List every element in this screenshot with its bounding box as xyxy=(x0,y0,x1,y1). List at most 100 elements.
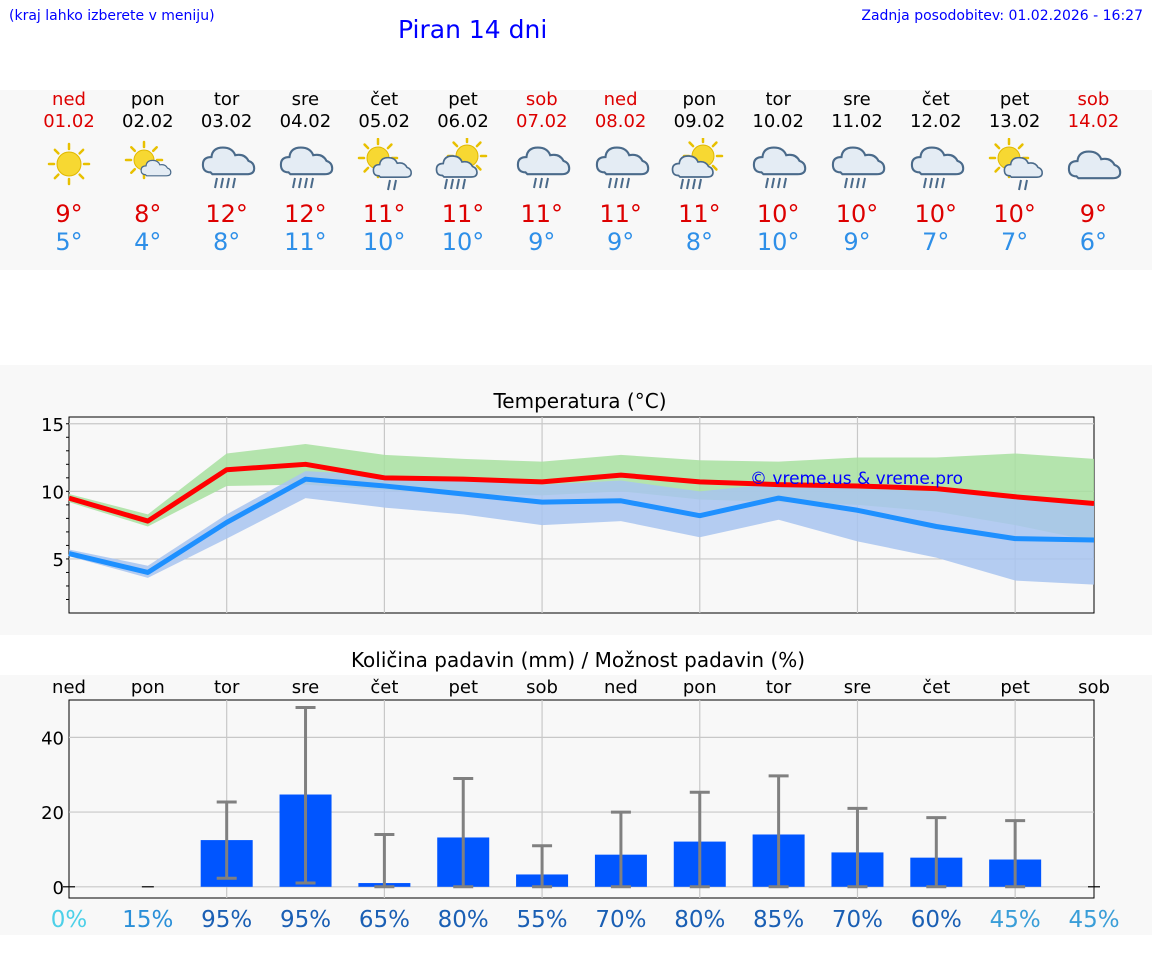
day-name: sob xyxy=(1077,89,1110,110)
min-temp: 7° xyxy=(1000,228,1029,256)
x-category-label: pet xyxy=(1000,677,1030,698)
day-name: ned xyxy=(52,89,86,110)
rain-cloud-icon xyxy=(827,138,887,198)
day-name: pon xyxy=(682,89,717,110)
precip-probability: 0% xyxy=(51,907,88,933)
precipitation-chart: Količina padavin (mm) / Možnost padavin … xyxy=(41,648,1119,933)
last-update: Zadnja posodobitev: 01.02.2026 - 16:27 xyxy=(861,8,1143,24)
chart-title: Količina padavin (mm) / Možnost padavin … xyxy=(351,648,805,672)
precip-probability: 55% xyxy=(517,907,568,933)
day-name: pon xyxy=(130,89,165,110)
min-temp: 10° xyxy=(441,228,485,256)
page-title: Piran 14 dni xyxy=(398,15,548,44)
x-category-label: sob xyxy=(1078,677,1110,698)
x-category-label: sre xyxy=(292,677,319,698)
max-temp: 12° xyxy=(284,200,327,228)
min-temp: 6° xyxy=(1079,228,1108,256)
day-date: 04.02 xyxy=(279,111,332,132)
day-column: čet 05.02 11° 10° xyxy=(344,90,424,256)
max-temp: 9° xyxy=(55,200,83,228)
temperature-chart: Temperatura (°C) 5 10 15 © vreme.us & vreme.… xyxy=(41,389,1095,614)
day-column: sre 04.02 12° 11° xyxy=(265,90,345,256)
max-temp: 10° xyxy=(756,200,800,228)
day-name: čet xyxy=(370,89,399,110)
x-category-label: sob xyxy=(526,677,558,698)
precip-probability: 15% xyxy=(122,907,173,933)
day-date: 01.02 xyxy=(43,111,95,132)
day-date: 03.02 xyxy=(200,111,253,132)
precip-probability: 85% xyxy=(753,907,804,933)
rain-cloud-icon xyxy=(591,138,651,198)
day-name: sob xyxy=(525,89,558,110)
sun-heavy-rain-icon xyxy=(433,135,493,198)
day-column: pon 09.02 11° 8° xyxy=(659,90,739,256)
max-temp: 9° xyxy=(1079,200,1108,228)
x-category-label: čet xyxy=(922,677,950,698)
max-temp: 10° xyxy=(993,200,1036,228)
day-name: pet xyxy=(999,89,1030,110)
day-date: 11.02 xyxy=(831,111,883,132)
day-date: 06.02 xyxy=(437,111,489,132)
precip-probability: 45% xyxy=(990,907,1041,933)
precip-probability: 95% xyxy=(280,907,331,933)
max-temp: 10° xyxy=(914,200,958,228)
day-name: pet xyxy=(448,89,478,110)
day-name: ned xyxy=(603,89,638,110)
max-temp: 11° xyxy=(599,200,642,228)
x-category-label: ned xyxy=(604,677,638,698)
min-temp: 10° xyxy=(756,228,800,256)
day-date: 07.02 xyxy=(516,111,568,132)
x-category-label: pet xyxy=(448,677,478,698)
day-column: pon 02.02 8° 4° xyxy=(108,89,188,257)
min-temp-range-band xyxy=(69,471,1094,585)
light-rain-cloud-icon xyxy=(512,138,572,198)
sun-heavy-rain-icon xyxy=(669,135,729,198)
day-date: 08.02 xyxy=(594,111,647,132)
max-temp: 8° xyxy=(134,200,162,228)
min-temp: 8° xyxy=(685,228,714,256)
day-column: sob 07.02 11° 9° xyxy=(502,90,582,256)
max-temp: 11° xyxy=(362,200,406,228)
min-temp: 10° xyxy=(362,228,406,256)
y-tick-label: 15 xyxy=(41,415,64,436)
rain-cloud-icon xyxy=(275,138,335,198)
day-date: 09.02 xyxy=(673,111,726,132)
daily-forecast-strip: ned 01.02 9° 5° pon 02.02 8° 4° tor 03.02 12° 8° sre… xyxy=(0,90,1152,270)
sun-rain-icon xyxy=(354,137,414,198)
min-temp: 9° xyxy=(843,228,871,256)
rain-cloud-icon xyxy=(906,138,966,198)
day-date: 02.02 xyxy=(122,111,174,132)
min-temp: 9° xyxy=(528,228,556,256)
min-temp: 4° xyxy=(134,228,162,256)
min-temp-line xyxy=(68,476,1095,575)
sun-cloud-icon xyxy=(118,138,178,198)
sun-rain-icon xyxy=(985,137,1045,198)
precip-probability: 70% xyxy=(832,907,883,933)
min-temp: 8° xyxy=(212,228,241,256)
x-category-label: pon xyxy=(131,677,165,698)
min-temp: 11° xyxy=(284,228,327,256)
min-temp: 7° xyxy=(922,228,950,256)
sun-icon xyxy=(39,138,99,198)
min-temp: 5° xyxy=(55,228,83,256)
x-category-label: ned xyxy=(52,677,86,698)
max-temp: 12° xyxy=(205,200,248,228)
precip-probability: 80% xyxy=(674,907,725,933)
day-column: tor 03.02 12° 8° xyxy=(187,90,267,256)
day-column: pet 13.02 10° 7° xyxy=(975,90,1055,256)
day-column: čet 12.02 10° 7° xyxy=(896,90,976,256)
precip-probability: 65% xyxy=(359,907,410,933)
max-temp: 11° xyxy=(520,200,564,228)
y-tick-label: 10 xyxy=(41,482,64,503)
day-name: sre xyxy=(291,89,320,110)
y-tick-label: 5 xyxy=(53,550,64,571)
precip-probability: 80% xyxy=(438,907,489,933)
precip-probability: 70% xyxy=(595,907,646,933)
x-category-label: tor xyxy=(766,677,792,698)
day-date: 13.02 xyxy=(988,111,1041,132)
min-temp: 9° xyxy=(606,228,635,256)
day-column: sob 14.02 9° 6° xyxy=(1053,90,1133,256)
day-name: sre xyxy=(843,89,871,110)
day-name: čet xyxy=(921,89,950,110)
max-temp: 10° xyxy=(835,200,879,228)
